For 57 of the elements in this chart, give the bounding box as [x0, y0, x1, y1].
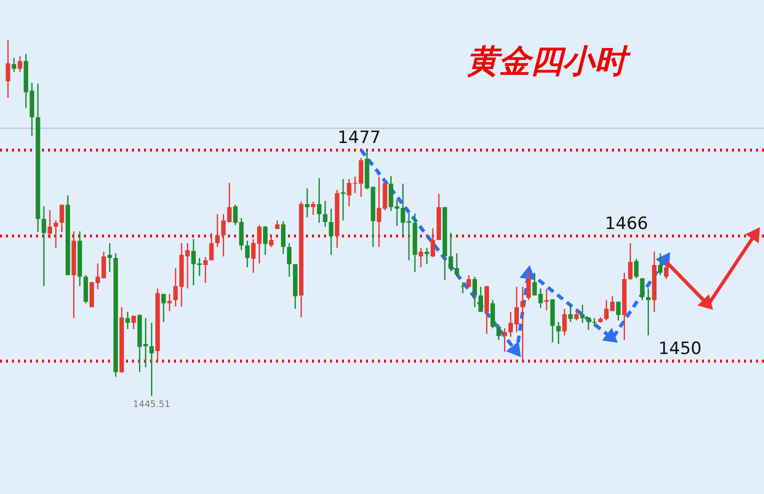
- candlestick: [286, 242, 292, 278]
- candlestick: [340, 178, 346, 222]
- text: 黄金四小时: [466, 42, 632, 80]
- candlestick: [203, 256, 208, 284]
- candlestick: [281, 220, 286, 255]
- candlestick: [478, 286, 483, 313]
- candlestick: [616, 301, 621, 322]
- candlestick: [472, 276, 478, 308]
- candlestick: [209, 232, 214, 261]
- candlestick: [640, 278, 645, 301]
- candlestick: [18, 56, 22, 73]
- candlestick: [658, 252, 663, 276]
- candlestick: [562, 308, 567, 336]
- annotation: 1445.51: [133, 400, 170, 410]
- candlestick: [568, 302, 573, 323]
- candlestick: [12, 57, 16, 73]
- candlestick: [149, 322, 154, 397]
- candlestick: [418, 247, 424, 268]
- candlestick: [526, 270, 531, 301]
- candlestick: [634, 258, 639, 279]
- candlestick: [42, 206, 46, 287]
- candlestick: [628, 242, 633, 280]
- candlestick: [107, 242, 112, 273]
- candlestick: [48, 210, 52, 240]
- candlestick: [245, 240, 250, 268]
- candlestick: [6, 39, 10, 98]
- candlestick: [60, 204, 64, 233]
- candlestick: [215, 214, 220, 248]
- candlestick: [430, 228, 436, 258]
- candlestick: [496, 324, 501, 341]
- candlestick: [322, 200, 328, 228]
- candlestick: [466, 274, 472, 288]
- candlestick: [490, 300, 495, 329]
- candlestick: [167, 293, 172, 312]
- ref-line-label: 1466: [604, 214, 648, 234]
- candlestick: [54, 220, 58, 248]
- candlestick: [310, 201, 316, 216]
- candlestick: [502, 328, 507, 352]
- point: [602, 328, 618, 343]
- candlestick: [316, 178, 322, 224]
- ref-line-label: 1450: [658, 339, 702, 360]
- candlestick: [646, 288, 651, 336]
- candlestick: [125, 311, 130, 330]
- candlestick: [574, 308, 579, 322]
- candlestick: [424, 247, 430, 265]
- ref-line-label: 1477: [337, 128, 381, 148]
- candlestick: [161, 293, 166, 323]
- candlestick: [263, 225, 268, 256]
- candlestick: [269, 235, 274, 248]
- candlestick: [544, 288, 549, 311]
- candlestick: [556, 321, 561, 345]
- candlestick: [328, 208, 334, 256]
- candlestick: [520, 286, 525, 361]
- point: [506, 341, 521, 358]
- candlestick: [304, 188, 310, 218]
- candlestick: [460, 282, 466, 294]
- candlestick: [131, 315, 136, 330]
